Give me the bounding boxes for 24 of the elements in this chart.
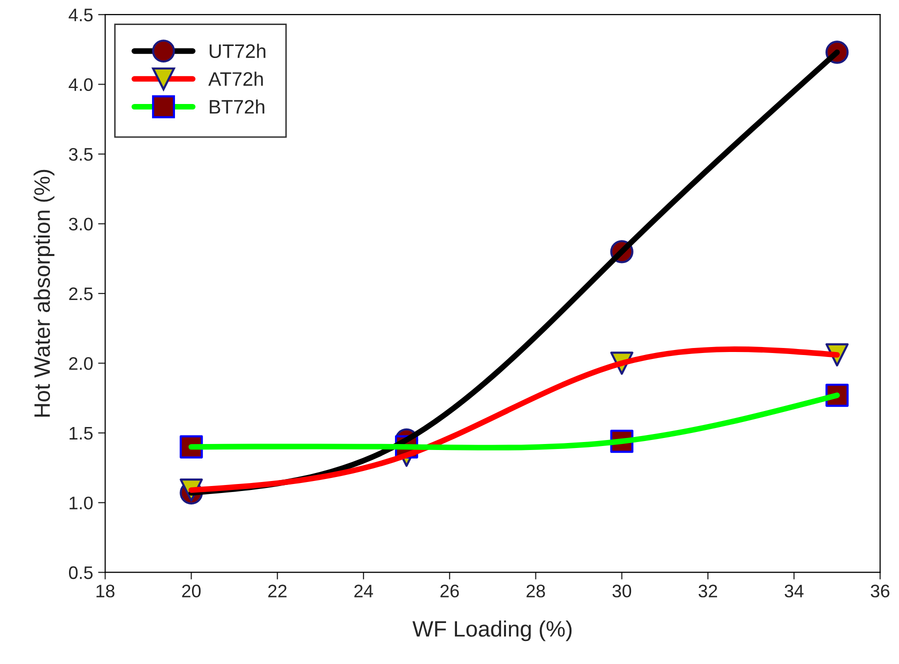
y-tick-label: 4.5 — [68, 8, 93, 22]
x-tick-label: 18 — [96, 584, 114, 598]
y-tick-label: 1.0 — [70, 496, 93, 510]
y-tick-label: 4.0 — [68, 78, 93, 92]
legend-label: AT72h — [208, 72, 263, 86]
x-axis-title: WF Loading (%) — [412, 620, 572, 642]
legend-label: BT72h — [210, 99, 264, 114]
y-tick-label: 3.0 — [68, 218, 93, 230]
x-tick-label: 28 — [526, 584, 545, 598]
y-tick-label: 2.5 — [69, 287, 93, 300]
y-tick-label: 2.0 — [69, 357, 93, 370]
y-tick-label: 0.5 — [68, 566, 93, 580]
x-tick-label: 24 — [354, 584, 374, 598]
y-tick-label: 3.5 — [68, 148, 93, 161]
x-tick-label: 32 — [698, 584, 718, 598]
x-tick-label: 30 — [612, 584, 632, 598]
y-axis-title: Hot Water absorption (%) — [34, 170, 54, 417]
y-tick-label: 1.5 — [70, 427, 93, 440]
legend-label: UT72h — [210, 44, 266, 58]
x-tick-label: 20 — [182, 584, 201, 598]
x-tick-label: 34 — [784, 584, 804, 598]
x-tick-label: 36 — [870, 584, 890, 598]
x-tick-label: 26 — [440, 584, 459, 598]
x-tick-label: 22 — [268, 584, 287, 598]
